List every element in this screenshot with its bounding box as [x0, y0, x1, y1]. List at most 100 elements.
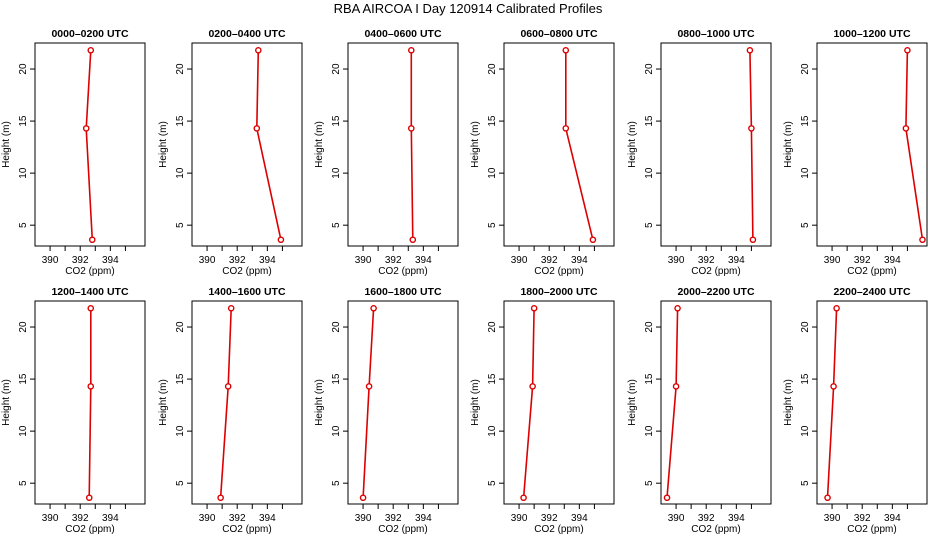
data-point	[224, 383, 232, 390]
y-axis-label: Height (m)	[314, 121, 325, 168]
data-point	[919, 236, 926, 244]
plot-frame	[34, 300, 146, 505]
x-tick-label: 394	[571, 255, 588, 266]
x-tick-label: 392	[229, 513, 246, 524]
x-axis-label: CO2 (ppm)	[378, 524, 427, 535]
x-tick-label: 390	[511, 255, 528, 266]
plot-frame	[816, 42, 928, 247]
y-tick-label: 5	[331, 222, 342, 228]
x-tick-label: 390	[668, 255, 685, 266]
y-tick-label: 5	[331, 480, 342, 486]
data-point	[359, 494, 367, 502]
x-axis-label: CO2 (ppm)	[847, 524, 896, 535]
y-tick-label: 15	[644, 115, 655, 127]
y-tick-label: 10	[331, 167, 342, 179]
y-tick-label: 5	[487, 480, 498, 486]
y-tick-label: 10	[644, 167, 655, 179]
y-axis-label: Height (m)	[470, 379, 481, 426]
y-tick-label: 20	[331, 321, 342, 333]
panel-title: 1600–1800 UTC	[364, 286, 441, 298]
data-point	[87, 383, 95, 390]
profile-line	[666, 308, 679, 498]
x-axis-label: CO2 (ppm)	[222, 266, 271, 277]
panel-title: 0600–0800 UTC	[520, 28, 597, 40]
data-point	[830, 383, 837, 390]
plot-frame	[660, 300, 772, 505]
x-tick-label: 394	[102, 255, 119, 266]
panel-title: 1400–1600 UTC	[208, 286, 285, 298]
x-tick-label: 390	[668, 513, 685, 524]
y-tick-label: 10	[175, 425, 186, 437]
y-tick-label: 10	[800, 425, 811, 437]
data-point	[674, 304, 681, 312]
data-point	[85, 494, 93, 502]
y-tick-label: 20	[331, 63, 342, 75]
y-tick-label: 20	[487, 63, 498, 75]
y-tick-label: 10	[800, 167, 811, 179]
data-point	[904, 46, 911, 54]
y-tick-label: 20	[644, 321, 655, 333]
panel-title: 1200–1400 UTC	[51, 286, 128, 298]
y-tick-label: 20	[487, 321, 498, 333]
data-point	[255, 46, 262, 54]
data-point	[663, 494, 671, 502]
y-tick-label: 5	[175, 480, 186, 486]
y-tick-label: 5	[18, 480, 29, 486]
data-point	[227, 304, 235, 312]
plot-frame	[191, 300, 303, 505]
y-tick-label: 10	[331, 425, 342, 437]
x-tick-label: 392	[385, 513, 402, 524]
y-tick-label: 15	[175, 373, 186, 385]
x-axis-label: CO2 (ppm)	[534, 524, 583, 535]
data-point	[562, 125, 570, 132]
data-point	[370, 304, 377, 312]
data-point	[520, 494, 527, 502]
panel-title: 0000–0200 UTC	[51, 28, 128, 40]
y-tick-label: 15	[644, 373, 655, 385]
x-tick-label: 394	[415, 255, 432, 266]
x-axis-label: CO2 (ppm)	[222, 524, 271, 535]
x-tick-label: 390	[824, 255, 841, 266]
data-point	[365, 383, 373, 390]
plot-frame	[34, 42, 146, 247]
y-tick-label: 10	[487, 425, 498, 437]
y-axis-label: Height (m)	[627, 121, 638, 168]
plot-frame	[816, 300, 928, 505]
x-tick-label: 392	[541, 513, 558, 524]
panel-title: 0400–0600 UTC	[364, 28, 441, 40]
x-tick-label: 392	[72, 513, 89, 524]
data-point	[562, 46, 570, 54]
data-point	[749, 236, 757, 244]
x-tick-label: 394	[728, 513, 745, 524]
profile-line	[362, 308, 375, 498]
x-tick-label: 394	[884, 255, 901, 266]
x-tick-label: 394	[571, 513, 588, 524]
x-tick-label: 390	[355, 255, 372, 266]
data-point	[902, 125, 910, 132]
x-axis-label: CO2 (ppm)	[691, 524, 740, 535]
x-axis-label: CO2 (ppm)	[534, 266, 583, 277]
data-point	[824, 494, 831, 502]
y-tick-label: 10	[18, 167, 29, 179]
data-point	[409, 236, 417, 244]
plot-frame	[347, 42, 459, 247]
x-tick-label: 390	[42, 513, 59, 524]
x-tick-label: 392	[854, 255, 871, 266]
data-point	[407, 125, 415, 132]
plot-frame	[503, 300, 615, 505]
data-point	[87, 304, 95, 312]
x-tick-label: 392	[229, 255, 246, 266]
data-point	[217, 494, 224, 502]
profile-line	[564, 50, 594, 240]
data-point	[529, 383, 536, 390]
plot-frame	[660, 42, 772, 247]
chart-title: RBA AIRCOA I Day 120914 Calibrated Profi…	[333, 1, 603, 16]
x-tick-label: 394	[728, 255, 745, 266]
profile-line	[410, 50, 414, 240]
x-tick-label: 392	[385, 255, 402, 266]
data-point	[833, 304, 840, 312]
